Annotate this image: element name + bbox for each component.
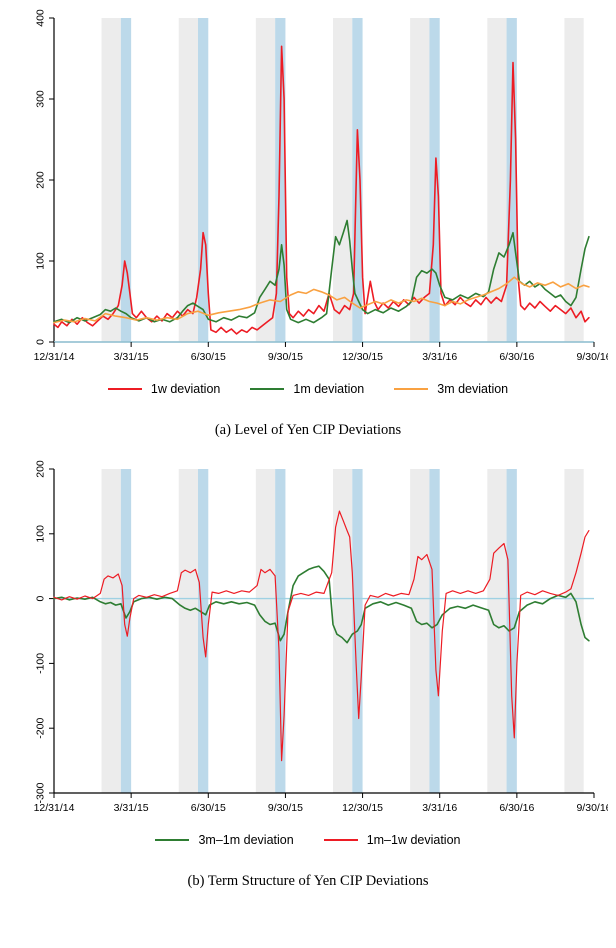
- quarter-end-blue-band: [120, 18, 132, 342]
- x-tick-label: 6/30/15: [191, 802, 226, 814]
- legend-label: 1m–1w deviation: [366, 833, 461, 847]
- y-tick-label: 100: [35, 525, 47, 543]
- series-line-3m-deviation: [53, 276, 590, 324]
- term-structure-chart: -300 -200 -100 0 100 200 12/31/14 3/31/15 6/30/1…: [34, 460, 608, 814]
- legend-line-swatch: [155, 839, 190, 841]
- quarter-end-gray-band: [178, 469, 198, 793]
- x-tick-label: 9/30/15: [268, 351, 303, 363]
- legend-a: 1w deviation 1m deviation 3m deviation: [107, 382, 508, 396]
- x-tick-label: 9/30/16: [576, 802, 608, 814]
- y-tick-label: -100: [35, 653, 47, 674]
- y-tick-label: 200: [35, 171, 47, 189]
- quarter-end-gray-band: [255, 18, 276, 342]
- quarter-end-gray-band: [178, 18, 198, 342]
- legend-item: 3m deviation: [394, 382, 508, 396]
- legend-item: 1m–1w deviation: [323, 833, 461, 847]
- legend-item: 1m deviation: [250, 382, 364, 396]
- quarter-end-gray-band: [333, 18, 353, 342]
- x-tick-label: 6/30/16: [499, 351, 534, 363]
- quarter-end-gray-band: [564, 18, 584, 342]
- x-tick-label: 3/31/16: [422, 351, 457, 363]
- quarter-end-blue-band: [198, 18, 209, 342]
- legend-line-swatch: [250, 388, 285, 390]
- legend-b: 3m–1m deviation 1m–1w deviation: [155, 833, 461, 847]
- quarter-end-gray-band: [410, 469, 430, 793]
- quarter-end-gray-band: [487, 18, 507, 342]
- quarter-end-gray-band: [333, 469, 353, 793]
- caption-a: (a) Level of Yen CIP Deviations: [214, 422, 402, 438]
- figure-b: -300 -200 -100 0 100 200 12/31/14 3/31/15 6/30/1…: [0, 459, 616, 910]
- level-chart: 0 100 200 300 400 12/31/14 3/31/15 6/30/15 9/30/…: [34, 9, 608, 363]
- y-tick-label: 0: [35, 339, 47, 345]
- x-tick-label: 6/30/16: [499, 802, 534, 814]
- y-tick-label: 0: [35, 596, 47, 602]
- y-tick-label: 300: [35, 90, 47, 108]
- x-tick-label: 6/30/15: [191, 351, 226, 363]
- x-tick-label: 9/30/15: [268, 802, 303, 814]
- quarter-end-gray-band: [101, 18, 121, 342]
- x-tick-label: 12/31/14: [34, 802, 75, 814]
- legend-item: 1w deviation: [107, 382, 221, 396]
- x-tick-label: 12/31/14: [34, 351, 75, 363]
- quarter-end-gray-band: [255, 469, 276, 793]
- y-tick-label: 100: [35, 252, 47, 270]
- x-tick-label: 9/30/16: [576, 351, 608, 363]
- figure-a: 0 100 200 300 400 12/31/14 3/31/15 6/30/15 9/30/…: [0, 8, 616, 459]
- y-tick-label: -300: [35, 782, 47, 803]
- quarter-end-gray-band: [564, 469, 584, 793]
- legend-line-swatch: [323, 839, 358, 841]
- x-tick-label: 12/30/15: [342, 351, 383, 363]
- x-tick-label: 3/31/15: [114, 351, 149, 363]
- quarter-end-blue-band: [275, 18, 286, 342]
- quarter-end-blue-band: [352, 18, 363, 342]
- x-tick-label: 3/31/16: [422, 802, 457, 814]
- legend-line-swatch: [394, 388, 429, 390]
- series-line-1m-1w-deviation: [53, 510, 590, 762]
- quarter-end-gray-band: [487, 469, 507, 793]
- y-tick-label: 200: [35, 460, 47, 478]
- legend-label: 1w deviation: [150, 382, 221, 396]
- legend-label: 3m–1m deviation: [198, 833, 294, 847]
- y-tick-label: 400: [35, 9, 47, 27]
- x-tick-label: 3/31/15: [114, 802, 149, 814]
- x-tick-label: 12/30/15: [342, 802, 383, 814]
- caption-b: (b) Term Structure of Yen CIP Deviations: [187, 873, 429, 889]
- quarter-end-blue-band: [275, 469, 286, 793]
- figure-page: 0 100 200 300 400 12/31/14 3/31/15 6/30/15 9/30/…: [0, 8, 616, 910]
- legend-label: 3m deviation: [437, 382, 509, 396]
- quarter-end-blue-band: [506, 18, 517, 342]
- legend-item: 3m–1m deviation: [155, 833, 294, 847]
- quarter-end-blue-band: [506, 469, 517, 793]
- quarter-end-gray-band: [101, 469, 121, 793]
- legend-line-swatch: [107, 388, 142, 390]
- quarter-end-gray-band: [410, 18, 430, 342]
- series-line-1w-deviation: [53, 45, 590, 335]
- legend-label: 1m deviation: [293, 382, 365, 396]
- y-tick-label: -200: [35, 718, 47, 739]
